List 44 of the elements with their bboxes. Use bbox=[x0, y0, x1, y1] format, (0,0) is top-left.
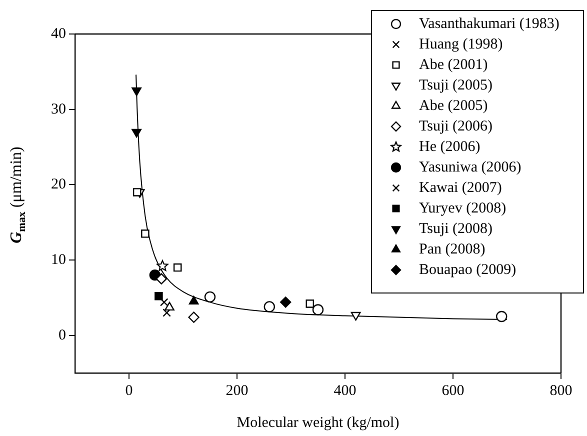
x-tick-label: 800 bbox=[550, 382, 572, 399]
legend-label: He (2006) bbox=[419, 138, 480, 155]
point bbox=[154, 292, 163, 300]
point bbox=[141, 230, 150, 238]
legend-label: Kawai (2007) bbox=[419, 180, 502, 196]
point bbox=[162, 308, 171, 317]
x-tick-label: 0 bbox=[125, 382, 133, 399]
point bbox=[188, 296, 199, 305]
legend-label: Yuryev (2008) bbox=[419, 200, 506, 216]
x-tick-label: 600 bbox=[442, 382, 464, 399]
y-tick-label: 30 bbox=[51, 101, 66, 118]
point bbox=[264, 301, 275, 312]
y-tick-label: 20 bbox=[51, 176, 66, 193]
point bbox=[164, 302, 174, 311]
point bbox=[306, 300, 314, 308]
legend-label: Huang (1998) bbox=[419, 36, 503, 52]
x-tick-label: 400 bbox=[334, 382, 356, 399]
point bbox=[156, 273, 167, 284]
legend-label: Abe (2005) bbox=[419, 98, 488, 114]
y-tick-label: 0 bbox=[58, 327, 66, 344]
point bbox=[204, 291, 216, 303]
legend-label: Tsuji (2005) bbox=[419, 77, 493, 94]
point bbox=[188, 312, 200, 323]
legend-label: Vasanthakumari (1983) bbox=[419, 16, 560, 32]
y-tick-label: 10 bbox=[51, 252, 66, 268]
legend-label: Bouapao (2009) bbox=[419, 262, 516, 278]
point bbox=[496, 310, 508, 322]
x-tick-label: 200 bbox=[226, 382, 248, 399]
point bbox=[132, 188, 142, 196]
point bbox=[160, 298, 168, 306]
legend-label: Tsuji (2006) bbox=[419, 118, 493, 134]
x-axis-title: Molecular weight (kg/mol) bbox=[236, 414, 400, 431]
point bbox=[350, 312, 361, 321]
point bbox=[156, 260, 168, 272]
point bbox=[173, 263, 182, 272]
y-tick-label: 40 bbox=[51, 26, 66, 42]
point bbox=[132, 128, 142, 138]
legend-label: Pan (2008) bbox=[419, 241, 486, 258]
point bbox=[280, 296, 292, 308]
legend-label: Yasuniwa (2006) bbox=[419, 159, 522, 176]
legend-label: Tsuji (2008) bbox=[419, 220, 493, 237]
point bbox=[312, 304, 324, 316]
legend-label: Abe (2001) bbox=[419, 56, 488, 73]
point bbox=[132, 87, 142, 96]
